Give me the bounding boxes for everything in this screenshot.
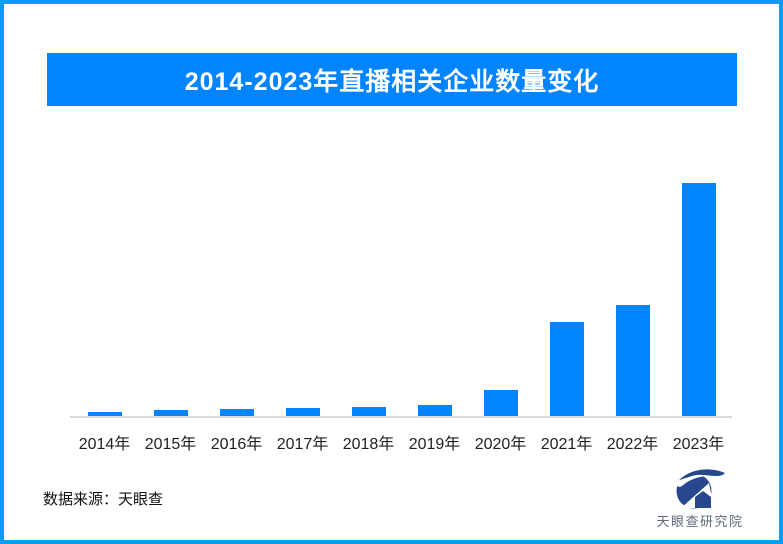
- tianyancha-logo: 天眼查研究院: [648, 467, 752, 530]
- x-tick-label-2022: 2022年: [606, 436, 659, 453]
- tianyancha-eye-logo-icon: [676, 469, 725, 509]
- tianyancha-logo-text: 天眼查研究院: [656, 514, 744, 529]
- chart-title: 2014-2023年直播相关企业数量变化: [184, 67, 600, 96]
- bar-2022: [615, 305, 650, 416]
- bar-2014: [87, 412, 122, 416]
- x-axis-line: [70, 416, 732, 418]
- chart-title-banner: 2014-2023年直播相关企业数量变化: [47, 53, 737, 106]
- x-tick-label-2019: 2019年: [408, 436, 461, 453]
- bar-2018: [351, 407, 386, 416]
- x-tick-label-2023: 2023年: [672, 436, 725, 453]
- x-tick-label-2017: 2017年: [276, 436, 329, 453]
- bar-2021: [549, 322, 584, 416]
- bar-2015: [153, 410, 188, 416]
- bar-2020: [483, 390, 518, 416]
- x-tick-label-2015: 2015年: [144, 436, 197, 453]
- data-source-note: 数据来源：天眼查: [43, 491, 164, 508]
- x-tick-label-2016: 2016年: [210, 436, 263, 453]
- bar-2016: [219, 409, 254, 416]
- bar-2017: [285, 408, 320, 416]
- x-tick-label-2014: 2014年: [78, 436, 131, 453]
- bar-2019: [417, 405, 452, 416]
- bar-2023: [681, 183, 716, 416]
- x-tick-label-2021: 2021年: [540, 436, 593, 453]
- x-tick-label-2018: 2018年: [342, 436, 395, 453]
- x-tick-label-2020: 2020年: [474, 436, 527, 453]
